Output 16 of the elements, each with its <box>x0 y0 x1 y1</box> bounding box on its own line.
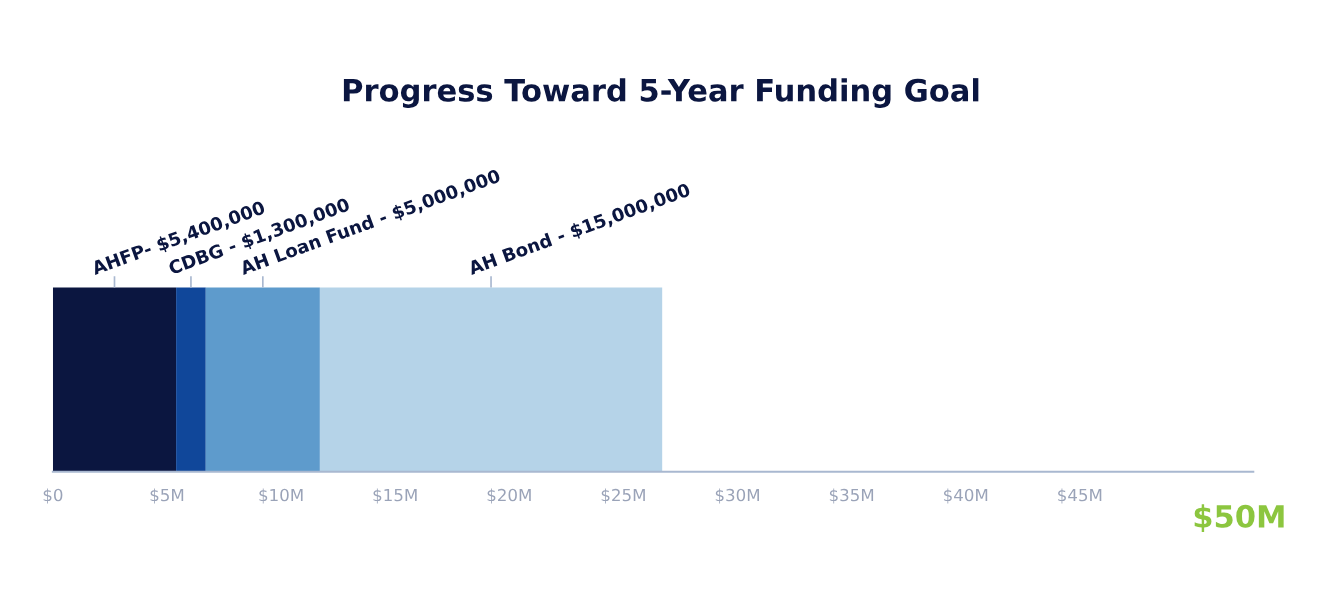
x-tick-label: $20M <box>487 488 531 504</box>
x-tick-label: $15M <box>373 488 417 504</box>
bar <box>319 287 663 472</box>
bar <box>52 287 177 472</box>
chart-title: Progress Toward 5-Year Funding Goal <box>343 78 979 108</box>
x-tick-label: $10M <box>259 488 303 504</box>
x-tick-label: $0 <box>43 488 63 504</box>
x-tick-label: $5M <box>150 488 184 504</box>
bar <box>176 287 206 472</box>
x-tick-label: $40M <box>944 488 988 504</box>
x-tick-label: $35M <box>829 488 874 504</box>
text: $50M <box>1194 504 1284 532</box>
x-tick-label: $45M <box>1058 488 1102 504</box>
bar <box>205 287 320 472</box>
x-tick-label: $25M <box>601 488 645 504</box>
x-tick-label: $30M <box>715 488 759 504</box>
